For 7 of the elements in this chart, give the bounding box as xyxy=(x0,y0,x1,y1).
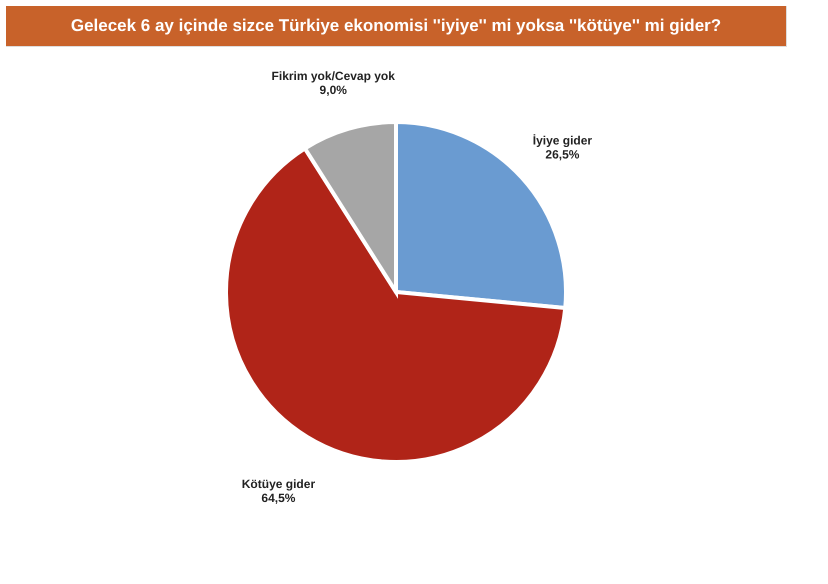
data-label: 9,0% xyxy=(320,82,348,97)
data-label: 26,5% xyxy=(545,148,580,162)
data-label: 64,5% xyxy=(261,490,296,505)
slice-label: Fikrim yok/Cevap yok xyxy=(272,68,396,83)
slice-label: Kötüye gider xyxy=(242,476,316,491)
chart-title: Gelecek 6 ay içinde sizce Türkiye ekonomisi ''iyiye'' mi yoksa ''kötüye'' mi gider? xyxy=(70,16,722,35)
slice-label: İyiye gider xyxy=(532,134,592,148)
